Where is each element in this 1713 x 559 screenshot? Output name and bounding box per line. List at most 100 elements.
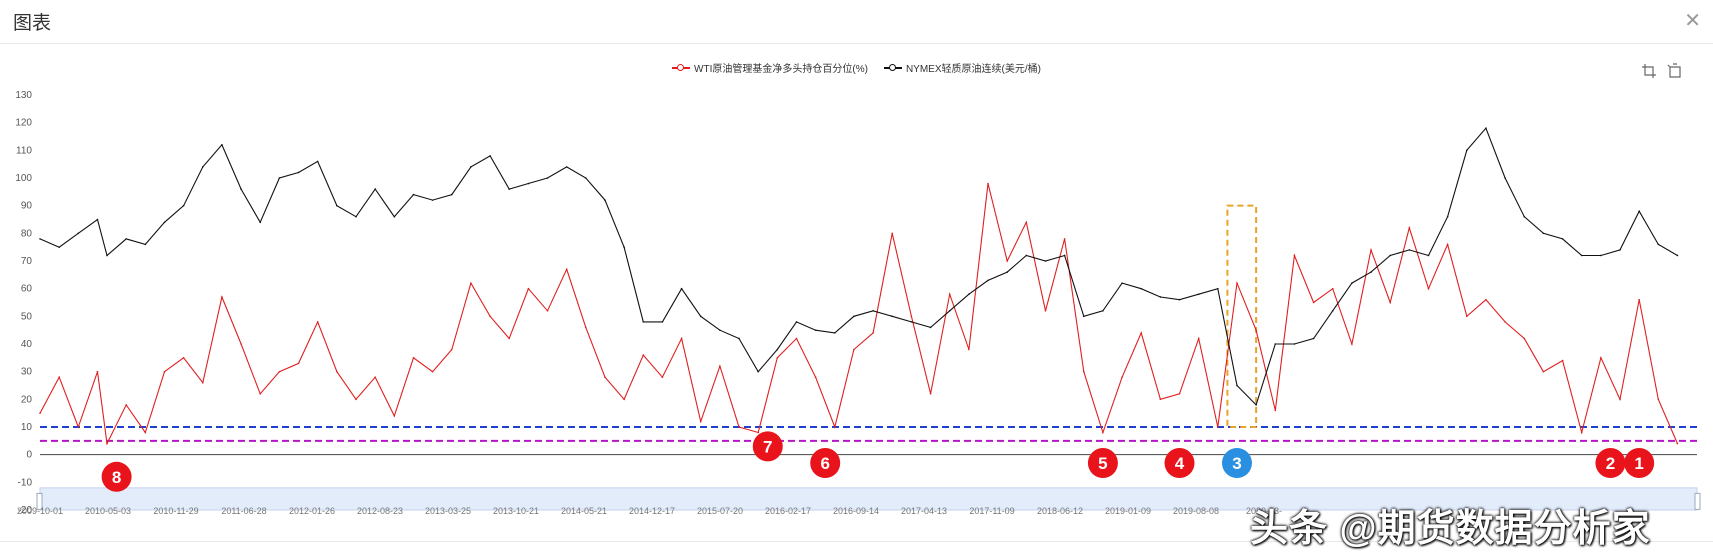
zoom-reset-icon[interactable]	[1667, 63, 1683, 79]
y-tick-label: -20	[18, 505, 33, 516]
series-1-point	[1140, 287, 1143, 290]
datazoom-handle-right[interactable]	[1694, 492, 1701, 510]
legend-swatch-red	[672, 63, 691, 73]
series-1-point	[1676, 254, 1679, 257]
series-1-point	[1121, 282, 1123, 284]
x-tick-label: 2012-08-23	[357, 506, 403, 516]
highlight-box	[1226, 204, 1258, 428]
marker-4-label: 4	[1175, 454, 1185, 473]
series-1-point	[527, 182, 530, 185]
x-tick-label: 2015-07-20	[697, 506, 743, 516]
series-0-point	[106, 442, 108, 445]
series-0-point	[58, 376, 60, 379]
series-0-point	[221, 296, 223, 298]
series-1-point	[489, 155, 491, 157]
y-tick-label: 10	[21, 422, 33, 433]
series-0-point	[1159, 398, 1162, 401]
series-0-point	[1197, 337, 1200, 340]
series-0-point	[259, 393, 262, 395]
series-0-point	[1274, 409, 1277, 412]
x-tick-label: 2017-11-09	[969, 506, 1014, 516]
marker-2-label: 2	[1606, 454, 1615, 473]
legend-item-wti-positioning[interactable]: WTI原油管理基金净多头持仓百分位(%)	[672, 60, 868, 75]
series-0-point	[1082, 370, 1085, 373]
series-0-point	[297, 362, 300, 365]
series-0-point	[1446, 243, 1449, 246]
area-zoom-icon[interactable]	[1641, 63, 1657, 79]
y-tick-label: 0	[26, 450, 32, 461]
series-1-point	[1293, 343, 1296, 345]
series-0-point	[1485, 298, 1487, 301]
series-1-point	[1351, 282, 1353, 284]
legend-item-nymex-crude[interactable]: NYMEX轻质原油连续(美元/桶)	[883, 60, 1041, 75]
series-0-point	[661, 376, 664, 379]
series-1-point	[1408, 249, 1411, 251]
series-1-point	[565, 166, 568, 168]
series-1-point	[833, 332, 836, 334]
series-1-point	[201, 166, 204, 168]
series-0-point	[1217, 426, 1219, 428]
series-1-point	[642, 321, 645, 323]
series-0-point	[1331, 287, 1334, 290]
series-0-point	[1523, 337, 1526, 340]
series-0-point	[163, 370, 166, 373]
footer-divider	[0, 541, 1713, 542]
marker-6-circle	[810, 447, 841, 478]
series-0-point	[1657, 398, 1660, 401]
series-1-point	[1465, 149, 1468, 152]
series-1-point	[412, 193, 415, 196]
series-0-point	[585, 326, 587, 329]
series-1-point	[1197, 293, 1200, 296]
series-0-point	[125, 404, 127, 406]
series-1-point	[872, 310, 874, 312]
series-1-point	[39, 238, 41, 240]
series-1-point	[1657, 243, 1660, 246]
datazoom-handle-left[interactable]	[36, 492, 43, 510]
series-0-point	[833, 426, 836, 428]
series-0-point	[891, 232, 894, 235]
marker-3-circle	[1221, 447, 1252, 478]
series-1-point	[795, 321, 798, 323]
series-1-point	[77, 232, 80, 235]
series-1-point	[125, 238, 127, 240]
series-1-point	[1580, 254, 1583, 257]
series-0-point	[1619, 398, 1621, 401]
series-1-point	[1025, 254, 1028, 257]
series-1-point	[144, 243, 147, 246]
series-1-point	[757, 370, 759, 373]
series-0-point	[1255, 329, 1257, 331]
close-icon[interactable]: ✕	[1684, 10, 1701, 32]
series-1-point	[182, 204, 185, 207]
x-tick-label: 2009-10-01	[17, 506, 63, 516]
series-1-point	[1331, 310, 1334, 312]
series-1-point	[336, 204, 338, 207]
series-0-point	[910, 315, 913, 318]
x-tick-label: 2016-02-17	[765, 506, 811, 516]
series-1-point	[259, 221, 262, 224]
series-1-point	[1504, 177, 1506, 179]
series-1-point	[814, 329, 817, 331]
series-0-point	[623, 398, 625, 401]
series-1-point	[1427, 254, 1430, 257]
series-0-point	[872, 332, 874, 334]
x-tick-label: 2016-09-14	[833, 506, 879, 516]
series-1-point	[585, 177, 587, 179]
x-tick-label: 2018-06-12	[1037, 506, 1083, 516]
series-0-point	[719, 365, 721, 367]
series-1-point	[431, 199, 434, 201]
series-0-point	[929, 393, 932, 395]
marker-5-circle	[1087, 447, 1118, 478]
series-0-point	[738, 426, 740, 428]
series-0-point	[1025, 221, 1028, 224]
series-1-point	[278, 177, 281, 179]
marker-5-label: 5	[1098, 454, 1107, 473]
series-0-point	[201, 381, 204, 384]
y-tick-label: 80	[21, 228, 33, 239]
series-1-point	[910, 321, 913, 323]
series-0-point	[77, 426, 80, 428]
series-1-point	[699, 315, 702, 318]
chart-toolbox	[1641, 63, 1683, 79]
series-0-point	[489, 315, 491, 318]
series-0-point	[508, 337, 511, 340]
series-1-point	[604, 199, 606, 201]
